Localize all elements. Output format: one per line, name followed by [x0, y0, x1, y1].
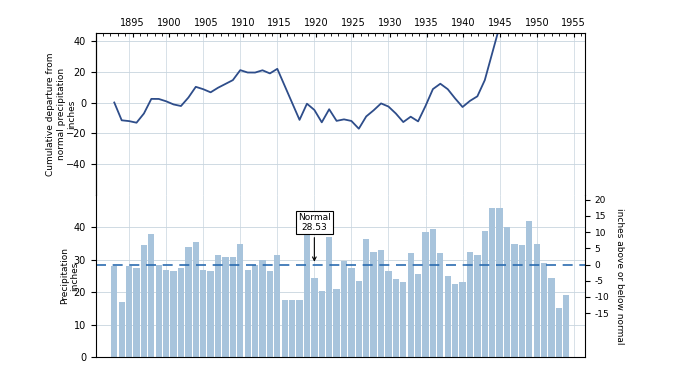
- Bar: [193, 242, 199, 357]
- Bar: [111, 266, 118, 357]
- Bar: [155, 265, 162, 357]
- Bar: [563, 296, 570, 357]
- Bar: [541, 263, 547, 357]
- Bar: [326, 237, 332, 357]
- Bar: [282, 300, 288, 357]
- Bar: [393, 279, 399, 357]
- Bar: [200, 269, 207, 357]
- Bar: [133, 268, 140, 357]
- Bar: [178, 268, 184, 357]
- Bar: [126, 266, 132, 357]
- Bar: [400, 283, 406, 357]
- Bar: [504, 227, 510, 357]
- Bar: [185, 247, 192, 357]
- Bar: [118, 302, 125, 357]
- Bar: [319, 291, 325, 357]
- Bar: [274, 255, 280, 357]
- Bar: [445, 276, 451, 357]
- Bar: [259, 260, 265, 357]
- Bar: [549, 277, 555, 357]
- Bar: [430, 229, 436, 357]
- Bar: [363, 239, 369, 357]
- Bar: [267, 271, 273, 357]
- Y-axis label: inches above or below normal: inches above or below normal: [615, 208, 624, 344]
- Bar: [141, 245, 147, 357]
- Bar: [311, 277, 317, 357]
- Bar: [385, 271, 392, 357]
- Bar: [356, 281, 362, 357]
- Bar: [207, 271, 214, 357]
- Bar: [415, 275, 421, 357]
- Bar: [534, 244, 540, 357]
- Bar: [466, 252, 473, 357]
- Bar: [244, 269, 251, 357]
- Bar: [230, 256, 236, 357]
- Bar: [460, 283, 466, 357]
- Bar: [148, 234, 155, 357]
- Bar: [526, 221, 532, 357]
- Bar: [371, 252, 377, 357]
- Bar: [222, 256, 228, 357]
- Bar: [452, 284, 458, 357]
- Bar: [518, 245, 525, 357]
- Bar: [378, 250, 384, 357]
- Bar: [252, 265, 259, 357]
- Bar: [497, 208, 503, 357]
- Bar: [170, 271, 176, 357]
- Bar: [555, 308, 562, 357]
- Bar: [408, 253, 414, 357]
- Bar: [296, 300, 303, 357]
- Bar: [215, 255, 221, 357]
- Bar: [348, 268, 354, 357]
- Y-axis label: Precipitation
inches: Precipitation inches: [60, 248, 79, 304]
- Bar: [333, 289, 340, 357]
- Bar: [437, 253, 443, 357]
- Bar: [304, 231, 310, 357]
- Bar: [341, 261, 347, 357]
- Bar: [163, 269, 170, 357]
- Bar: [237, 244, 244, 357]
- Bar: [422, 232, 429, 357]
- Y-axis label: Cumulative departure from
normal precipitation
inches: Cumulative departure from normal precipi…: [47, 52, 77, 176]
- Text: Normal
28.53: Normal 28.53: [298, 213, 331, 261]
- Bar: [511, 244, 518, 357]
- Bar: [289, 300, 295, 357]
- Bar: [489, 208, 495, 357]
- Bar: [482, 231, 488, 357]
- Bar: [474, 255, 481, 357]
